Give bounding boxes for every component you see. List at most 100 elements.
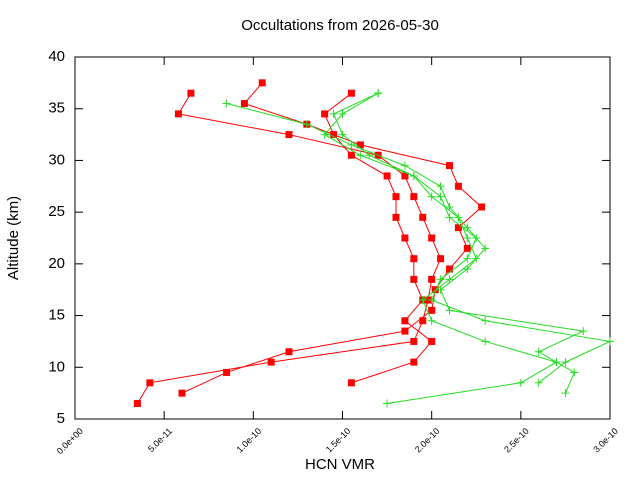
- point: [285, 348, 293, 356]
- point: [446, 162, 453, 170]
- point: [481, 244, 490, 253]
- point: [427, 296, 436, 305]
- point: [463, 244, 471, 252]
- point: [401, 327, 409, 335]
- y-tick-label: 15: [48, 307, 65, 324]
- profile: [329, 89, 614, 387]
- profile-line: [332, 92, 612, 384]
- point: [481, 337, 490, 346]
- point: [321, 110, 329, 118]
- x-tick-label: 3.0e-10: [591, 426, 620, 455]
- point: [410, 193, 418, 201]
- point: [338, 130, 347, 139]
- point: [401, 234, 409, 242]
- point: [223, 368, 231, 376]
- point: [146, 379, 154, 387]
- point: [302, 120, 311, 129]
- point: [338, 109, 347, 118]
- point: [401, 317, 409, 325]
- point: [431, 286, 439, 294]
- x-tick-label: 1.5e-10: [324, 426, 353, 455]
- point: [445, 306, 454, 315]
- point: [374, 89, 383, 98]
- point: [427, 192, 436, 201]
- point: [409, 171, 418, 180]
- point: [436, 275, 445, 284]
- point: [347, 140, 356, 149]
- point: [445, 202, 454, 211]
- point: [347, 151, 355, 159]
- point: [330, 131, 338, 139]
- point: [356, 141, 364, 149]
- point: [392, 193, 400, 201]
- profile: [320, 89, 561, 408]
- y-tick-label: 5: [57, 410, 65, 427]
- y-tick-label: 25: [48, 203, 65, 220]
- chart-title: Occultations from 2026-05-30: [241, 17, 439, 34]
- point: [454, 224, 462, 232]
- point: [436, 182, 445, 191]
- point: [401, 172, 409, 180]
- profile-line: [136, 92, 442, 404]
- point: [178, 389, 186, 397]
- point: [400, 161, 409, 170]
- point: [436, 192, 445, 201]
- point: [428, 337, 436, 345]
- point: [570, 368, 579, 377]
- point: [478, 203, 486, 211]
- y-tick-label: 20: [48, 255, 65, 272]
- point: [437, 255, 445, 263]
- point: [481, 316, 490, 325]
- point: [267, 358, 275, 366]
- point: [579, 327, 588, 336]
- profile: [222, 99, 588, 398]
- y-tick-label: 40: [48, 48, 65, 65]
- y-tick-label: 35: [48, 100, 65, 117]
- point: [427, 316, 436, 325]
- point: [463, 265, 472, 274]
- point: [428, 234, 436, 242]
- x-axis-label: HCN VMR: [305, 456, 375, 473]
- point: [428, 275, 436, 283]
- point: [561, 389, 570, 398]
- profile-line: [226, 103, 585, 394]
- point: [222, 99, 231, 108]
- point: [419, 213, 427, 221]
- point: [606, 337, 614, 346]
- profile-line: [323, 92, 558, 404]
- point: [240, 100, 248, 108]
- point: [258, 79, 266, 87]
- point: [410, 358, 418, 366]
- point: [410, 275, 418, 283]
- point: [445, 275, 454, 284]
- point: [446, 265, 453, 273]
- point: [365, 151, 374, 160]
- point: [320, 130, 329, 139]
- point: [347, 379, 355, 387]
- y-tick-label: 30: [48, 151, 65, 168]
- x-tick-label: 0.0e+00: [55, 426, 85, 456]
- point: [516, 378, 525, 387]
- point: [463, 223, 472, 232]
- point: [174, 110, 182, 118]
- y-tick-label: 10: [48, 358, 65, 375]
- point: [383, 399, 392, 408]
- point: [463, 254, 472, 263]
- profile: [321, 89, 436, 387]
- point: [383, 172, 391, 180]
- point: [419, 317, 427, 325]
- point: [285, 131, 293, 139]
- point: [472, 234, 481, 242]
- point: [347, 89, 355, 97]
- x-tick-label: 5.0e-11: [146, 426, 174, 454]
- point: [133, 399, 141, 407]
- point: [534, 378, 543, 387]
- x-tick-label: 1.0e-10: [235, 426, 264, 455]
- point: [436, 285, 445, 294]
- profile: [133, 89, 445, 407]
- point: [329, 109, 338, 118]
- x-tick-label: 2.5e-10: [502, 426, 531, 455]
- y-axis-label: Altitude (km): [5, 196, 22, 280]
